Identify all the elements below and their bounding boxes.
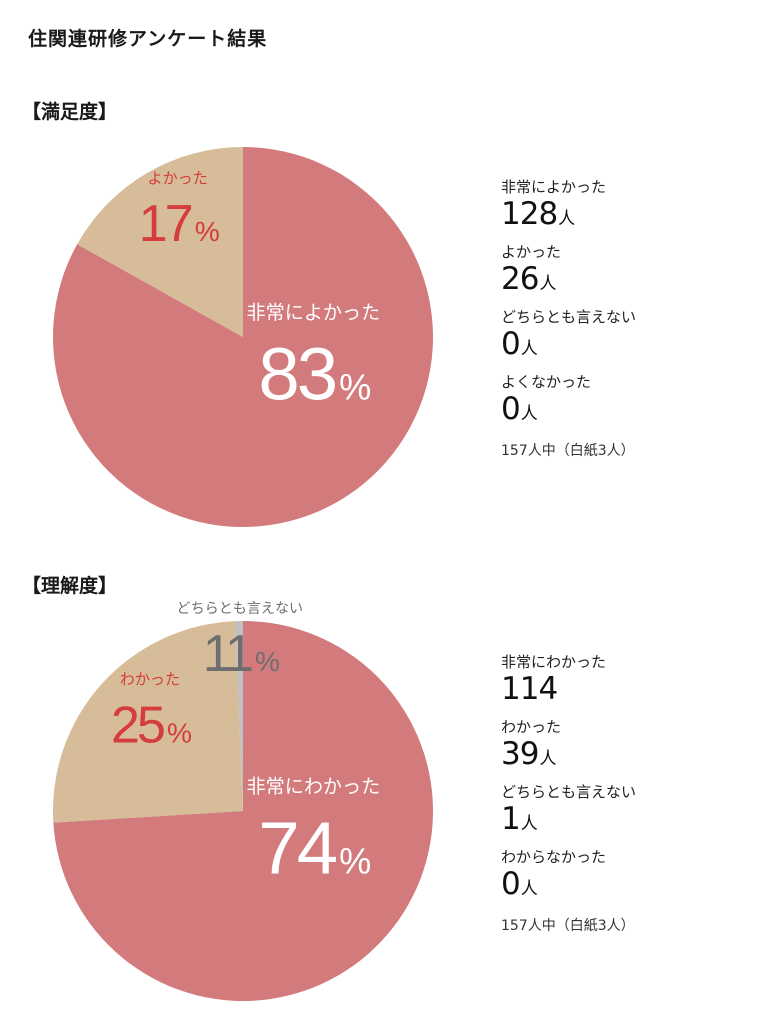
page-title: 住関連研修アンケート結果 (28, 28, 268, 50)
satisfaction-pie-chart: 非常によかった 83 % よかった 17% (53, 147, 433, 527)
legend-value: 1人 (501, 801, 538, 837)
legend-value: 26人 (501, 261, 557, 297)
legend-item: わからなかった 0人 (501, 848, 751, 907)
slice-percent-label: 74% (258, 807, 370, 890)
legend-item: よくなかった 0人 (501, 373, 751, 432)
legend-value: 39人 (501, 736, 557, 772)
legend-label: どちらとも言えない (501, 783, 637, 801)
pie-slice-3 (235, 621, 243, 811)
slice-category-label: わかった (120, 671, 180, 689)
pie-slice-2 (77, 147, 243, 337)
slice-category-label: 非常によかった (247, 301, 381, 324)
respondent-note: 157人中（白紙3人） (501, 918, 635, 934)
legend-value: 0人 (501, 391, 538, 427)
legend-value: 128人 (501, 196, 576, 232)
pie-slice-1 (53, 147, 433, 527)
understanding-legend: 非常にわかった 114 わかった 39人 どちらとも言えない 1人 わからなかっ… (501, 653, 751, 935)
pie-slice-1 (53, 621, 433, 1001)
slice-percent-label: 83% (258, 333, 370, 416)
legend-item: わかった 39人 (501, 718, 751, 777)
slice-category-label: 非常にわかった (247, 775, 381, 798)
slice-category-label: どちらとも言えない (177, 601, 304, 617)
legend-label: よくなかった (501, 373, 592, 391)
legend-item: 非常によかった 128人 (501, 178, 751, 237)
legend-label: わからなかった (501, 848, 607, 866)
legend-value: 0人 (501, 866, 538, 902)
legend-value: 0人 (501, 326, 538, 362)
legend-label: わかった (501, 718, 562, 736)
legend-label: よかった (501, 243, 562, 261)
understanding-heading: 【理解度】 (22, 575, 118, 597)
legend-item: どちらとも言えない 0人 (501, 308, 751, 367)
legend-label: どちらとも言えない (501, 308, 637, 326)
respondent-note: 157人中（白紙3人） (501, 443, 635, 459)
legend-item: よかった 26人 (501, 243, 751, 302)
legend-label: 非常によかった (501, 178, 607, 196)
legend-value: 114 (501, 671, 558, 707)
legend-item: 非常にわかった 114 (501, 653, 751, 712)
satisfaction-legend: 非常によかった 128人 よかった 26人 どちらとも言えない 0人 よくなかっ… (501, 178, 751, 460)
pie-slice-2 (53, 621, 243, 823)
slice-percent-label: 17% (139, 195, 219, 253)
legend-item: どちらとも言えない 1人 (501, 783, 751, 842)
legend-label: 非常にわかった (501, 653, 607, 671)
slice-category-label: よかった (148, 169, 208, 187)
satisfaction-heading: 【満足度】 (22, 101, 118, 123)
